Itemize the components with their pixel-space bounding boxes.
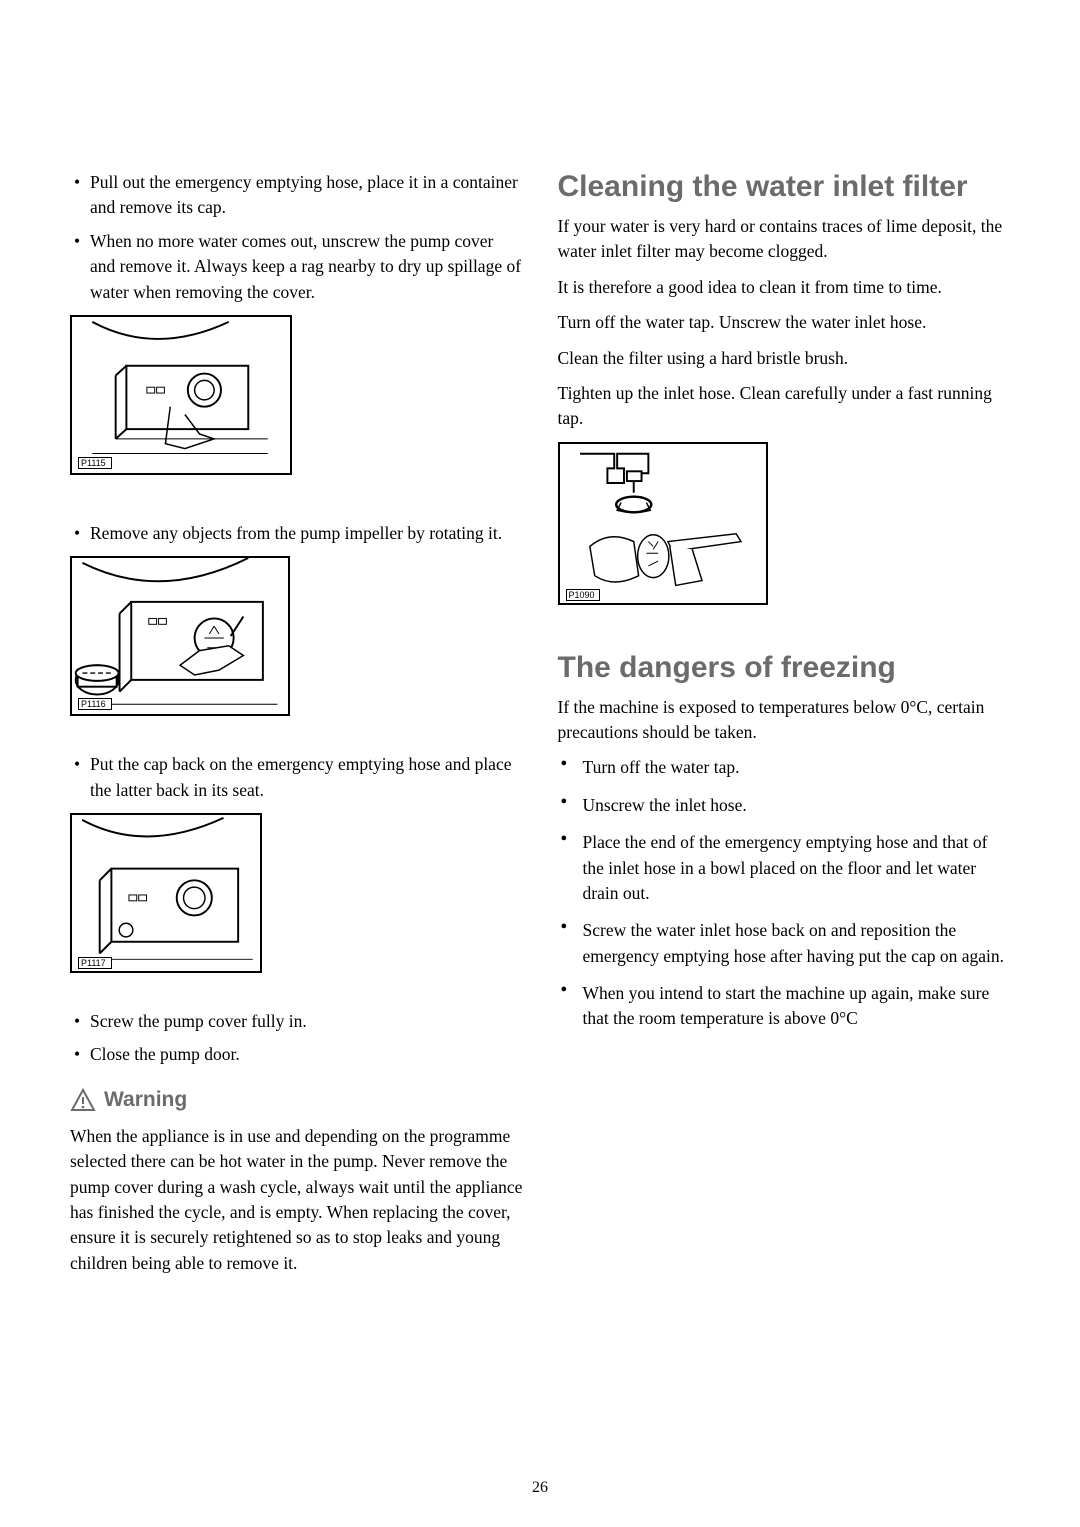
page-number: 26 — [0, 1479, 1080, 1497]
paragraph: Tighten up the inlet hose. Clean careful… — [558, 381, 1011, 432]
warning-heading: Warning — [104, 1088, 187, 1112]
section-heading-freezing: The dangers of freezing — [558, 651, 1011, 685]
left-column: Pull out the emergency emptying hose, pl… — [70, 170, 523, 1286]
figure-p1090 — [558, 442, 768, 605]
list-item: When no more water comes out, unscrew th… — [90, 229, 523, 305]
figure-label: P1116 — [78, 698, 112, 710]
list-item: Pull out the emergency emptying hose, pl… — [90, 170, 523, 221]
bullet-list-2: Remove any objects from the pump impelle… — [70, 521, 523, 546]
bullet-list-4: Screw the pump cover fully in. Close the… — [70, 1009, 523, 1068]
warning-body: When the appliance is in use and dependi… — [70, 1124, 523, 1276]
paragraph: Clean the filter using a hard bristle br… — [558, 346, 1011, 371]
bullet-list-1: Pull out the emergency emptying hose, pl… — [70, 170, 523, 305]
figure-label: P1117 — [78, 957, 112, 969]
list-item: Screw the water inlet hose back on and r… — [583, 918, 1011, 969]
warning-icon — [70, 1088, 96, 1112]
paragraph: If your water is very hard or contains t… — [558, 214, 1011, 265]
paragraph: It is therefore a good idea to clean it … — [558, 275, 1011, 300]
section-heading-cleaning: Cleaning the water inlet filter — [558, 170, 1011, 204]
warning-heading-row: Warning — [70, 1088, 523, 1112]
list-item: Place the end of the emergency emptying … — [583, 830, 1011, 906]
figure-p1117 — [70, 813, 262, 973]
figure-label: P1115 — [78, 457, 112, 469]
disc-list: Turn off the water tap. Unscrew the inle… — [558, 755, 1011, 1031]
figure-p1115 — [70, 315, 292, 475]
bullet-list-3: Put the cap back on the emergency emptyi… — [70, 752, 523, 803]
list-item: When you intend to start the machine up … — [583, 981, 1011, 1032]
list-item: Remove any objects from the pump impelle… — [90, 521, 523, 546]
list-item: Put the cap back on the emergency emptyi… — [90, 752, 523, 803]
right-column: Cleaning the water inlet filter If your … — [558, 170, 1011, 1286]
figure-label: P1090 — [566, 589, 600, 601]
list-item: Screw the pump cover fully in. — [90, 1009, 523, 1034]
intro-paragraph: If the machine is exposed to temperature… — [558, 695, 1011, 746]
list-item: Unscrew the inlet hose. — [583, 793, 1011, 818]
list-item: Turn off the water tap. — [583, 755, 1011, 780]
paragraph: Turn off the water tap. Unscrew the wate… — [558, 310, 1011, 335]
figure-p1116 — [70, 556, 290, 716]
list-item: Close the pump door. — [90, 1042, 523, 1067]
